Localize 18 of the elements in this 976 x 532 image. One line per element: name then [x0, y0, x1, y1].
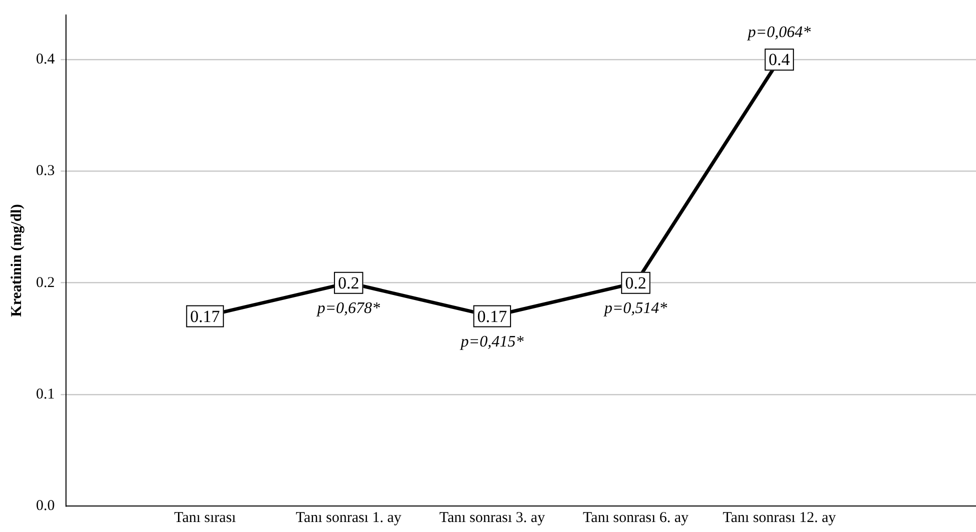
x-tick-label: Tanı sonrası 6. ay: [582, 510, 690, 526]
annotation: p=0,678*: [316, 300, 380, 318]
x-tick-label: Tanı sırası: [174, 510, 236, 526]
x-tick-label: Tanı sonrası 12. ay: [722, 510, 836, 526]
y-axis-title: Kreatinin (mg/dl): [8, 204, 25, 317]
data-label: 0.4: [768, 50, 790, 70]
y-tick-label: 0.4: [36, 52, 56, 68]
x-tick-label: Tanı sonrası 1. ay: [296, 510, 402, 526]
y-tick-label: 0.2: [36, 274, 55, 291]
x-tick-label: Tanı sonrası 3. ay: [439, 510, 546, 526]
annotation: p=0,064*: [746, 24, 811, 41]
y-tick-label: 0.3: [36, 163, 55, 180]
annotation: p=0,415*: [460, 334, 524, 350]
data-label: 0.2: [625, 273, 646, 292]
data-label: 0.2: [338, 273, 360, 292]
annotation: p=0,514*: [603, 300, 668, 318]
y-tick-label: 0.0: [36, 498, 55, 514]
y-tick-label: 0.1: [36, 386, 55, 402]
